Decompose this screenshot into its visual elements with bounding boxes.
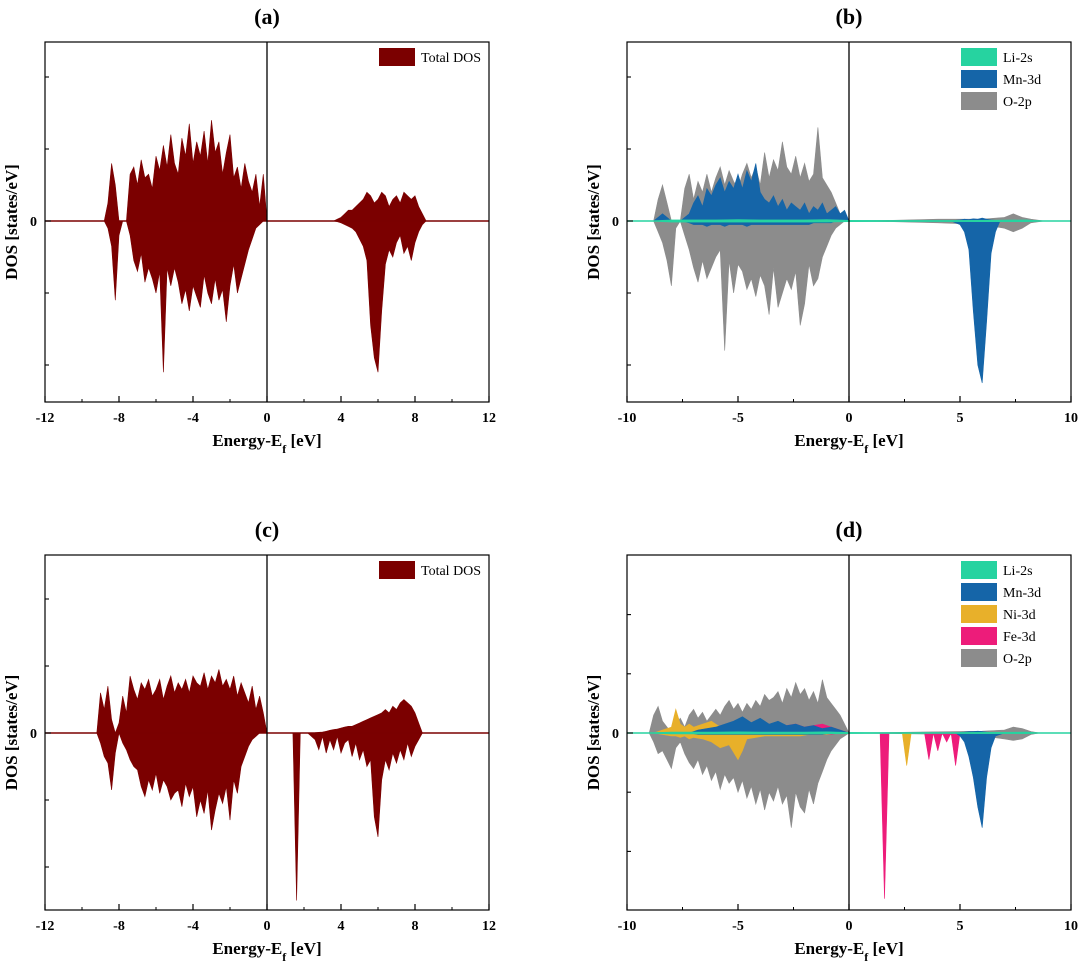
x-axis-title: Energy-Ef [eV] (794, 431, 903, 456)
legend-swatch (379, 48, 415, 66)
y-axis-title: DOS [states/eV] (584, 164, 603, 280)
legend: Li-2s Mn-3d Ni-3d Fe-3d O-2p (961, 561, 1041, 667)
legend-label: Li-2s (1003, 564, 1033, 579)
legend: Li-2s Mn-3d O-2p (961, 48, 1041, 110)
legend-label: Ni-3d (1003, 608, 1036, 623)
legend-label: Mn-3d (1003, 586, 1041, 601)
legend-swatch (379, 561, 415, 579)
total-dos-conduction-area (292, 699, 423, 901)
x-axis-title: Energy-Ef [eV] (794, 939, 903, 964)
legend-label: Total DOS (421, 51, 481, 66)
x-tick-label: 5 (957, 411, 964, 426)
x-tick-label: -12 (36, 411, 55, 426)
x-tick-label: 12 (482, 411, 496, 426)
legend-swatch (961, 627, 997, 645)
x-tick-label: 0 (846, 411, 853, 426)
x-axis-title: Energy-Ef [eV] (212, 939, 321, 964)
panel-c: -12 -8 -4 0 4 8 12 0 (c) Energy-Ef [eV] DOS [state… (2, 517, 496, 964)
legend: Total DOS (379, 48, 481, 66)
y-tick-label: 0 (612, 727, 619, 742)
x-tick-label: 8 (412, 411, 419, 426)
legend-swatch (961, 48, 997, 66)
x-tick-label: 0 (846, 919, 853, 934)
x-tick-label: -5 (732, 919, 744, 934)
x-tick-label: 10 (1064, 411, 1078, 426)
x-tick-label: 4 (338, 411, 345, 426)
plot-area (103, 120, 427, 373)
x-tick-label: 0 (264, 411, 271, 426)
y-axis-title: DOS [states/eV] (2, 675, 21, 791)
total-dos-area (96, 669, 268, 831)
legend-label: Li-2s (1003, 51, 1033, 66)
x-tick-label: 12 (482, 919, 496, 934)
x-tick-label: -5 (732, 411, 744, 426)
y-axis-title: DOS [states/eV] (584, 675, 603, 791)
y-tick-label: 0 (612, 215, 619, 230)
legend: Total DOS (379, 561, 481, 579)
x-tick-label: -4 (187, 919, 199, 934)
legend-swatch (961, 92, 997, 110)
panel-label: (d) (836, 517, 863, 542)
legend-label: Total DOS (421, 564, 481, 579)
x-tick-label: -8 (113, 919, 125, 934)
legend-swatch (961, 605, 997, 623)
legend-label: O-2p (1003, 95, 1032, 110)
panel-d: -10 -5 0 5 10 0 (d) Energy-Ef [eV] DOS [states/e… (584, 517, 1078, 964)
plot-area (648, 679, 1040, 899)
x-tick-label: 4 (338, 919, 345, 934)
legend-label: O-2p (1003, 652, 1032, 667)
total-dos-area (103, 120, 268, 373)
legend-label: Fe-3d (1003, 630, 1036, 645)
x-tick-label: 10 (1064, 919, 1078, 934)
x-tick-label: -10 (618, 919, 637, 934)
x-axis-title: Energy-Ef [eV] (212, 431, 321, 456)
plot-area (96, 669, 423, 901)
legend-swatch (961, 70, 997, 88)
panel-label: (b) (836, 4, 863, 29)
legend-swatch (961, 583, 997, 601)
x-tick-label: 0 (264, 919, 271, 934)
panel-a: -12 -8 -4 0 4 8 12 0 (a) Energy-Ef [eV] DOS [state… (2, 4, 496, 456)
panel-b: -10 -5 0 5 10 0 (b) Energy-Ef [eV] DOS [states/e… (584, 4, 1078, 456)
total-dos-conduction-area (332, 191, 427, 373)
x-tick-label: 5 (957, 919, 964, 934)
panel-label: (a) (254, 4, 280, 29)
x-tick-label: -4 (187, 411, 199, 426)
x-tick-label: -12 (36, 919, 55, 934)
x-tick-label: -10 (618, 411, 637, 426)
legend-swatch (961, 649, 997, 667)
y-tick-label: 0 (30, 727, 37, 742)
x-tick-label: 8 (412, 919, 419, 934)
legend-label: Mn-3d (1003, 73, 1041, 88)
legend-swatch (961, 561, 997, 579)
panel-label: (c) (255, 517, 279, 542)
y-axis-title: DOS [states/eV] (2, 164, 21, 280)
x-tick-label: -8 (113, 411, 125, 426)
y-tick-label: 0 (30, 215, 37, 230)
